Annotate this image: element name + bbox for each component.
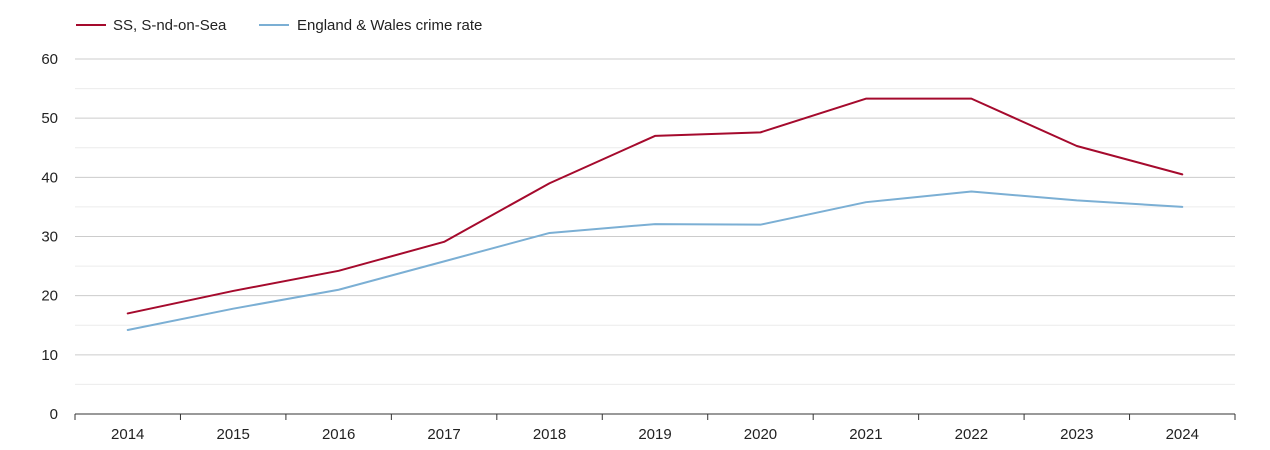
x-tick-label: 2018 <box>533 426 566 443</box>
data-point-0-7[interactable] <box>863 96 869 102</box>
series-layer <box>125 96 1185 333</box>
data-point-1-7[interactable] <box>863 199 869 205</box>
data-point-1-9[interactable] <box>1074 197 1080 203</box>
x-tick-label: 2014 <box>111 426 144 443</box>
y-axis: 0 10 20 30 40 50 60 <box>41 51 58 423</box>
data-point-0-6[interactable] <box>757 129 763 135</box>
data-point-0-4[interactable] <box>547 180 553 186</box>
x-tick-label: 2019 <box>638 426 671 443</box>
legend-label-0: SS, S-nd-on-Sea <box>113 17 227 34</box>
series-line-0 <box>126 97 1184 315</box>
x-tick-label: 2020 <box>744 426 777 443</box>
data-point-1-6[interactable] <box>757 222 763 228</box>
y-tick-label: 20 <box>41 288 58 305</box>
series-line-1 <box>126 190 1184 331</box>
x-tick-label: 2024 <box>1166 426 1199 443</box>
grid <box>75 58 1235 385</box>
legend-item-0[interactable]: SS, S-nd-on-Sea <box>76 17 227 34</box>
x-tick-label: 2017 <box>427 426 460 443</box>
data-point-0-10[interactable] <box>1179 171 1185 177</box>
data-point-0-0[interactable] <box>125 310 131 316</box>
x-tick-label: 2023 <box>1060 426 1093 443</box>
data-point-0-9[interactable] <box>1074 143 1080 149</box>
data-point-1-5[interactable] <box>652 221 658 227</box>
data-point-0-2[interactable] <box>336 268 342 274</box>
y-tick-label: 30 <box>41 229 58 246</box>
data-point-1-1[interactable] <box>230 306 236 312</box>
data-point-1-8[interactable] <box>968 189 974 195</box>
y-tick-label: 50 <box>41 110 58 127</box>
x-tick-label: 2016 <box>322 426 355 443</box>
data-point-0-8[interactable] <box>968 96 974 102</box>
x-axis: 2014 2015 2016 2017 2018 2019 2020 2021 2022 2023… <box>74 413 1236 443</box>
data-point-0-5[interactable] <box>652 133 658 139</box>
x-tick-label: 2022 <box>955 426 988 443</box>
legend: SS, S-nd-on-Sea England & Wales crime ra… <box>76 17 482 34</box>
y-tick-label: 0 <box>50 406 58 423</box>
y-tick-label: 40 <box>41 169 58 186</box>
data-point-0-3[interactable] <box>441 239 447 245</box>
x-tick-label: 2021 <box>849 426 882 443</box>
data-point-0-1[interactable] <box>230 288 236 294</box>
data-point-1-2[interactable] <box>336 287 342 293</box>
data-point-1-4[interactable] <box>547 230 553 236</box>
data-point-1-3[interactable] <box>441 258 447 264</box>
data-point-1-0[interactable] <box>125 327 131 333</box>
y-tick-label: 60 <box>41 51 58 68</box>
legend-label-1: England & Wales crime rate <box>297 17 482 34</box>
y-tick-label: 10 <box>41 347 58 364</box>
data-point-1-10[interactable] <box>1179 204 1185 210</box>
legend-item-1[interactable]: England & Wales crime rate <box>259 17 482 34</box>
x-tick-label: 2015 <box>216 426 249 443</box>
